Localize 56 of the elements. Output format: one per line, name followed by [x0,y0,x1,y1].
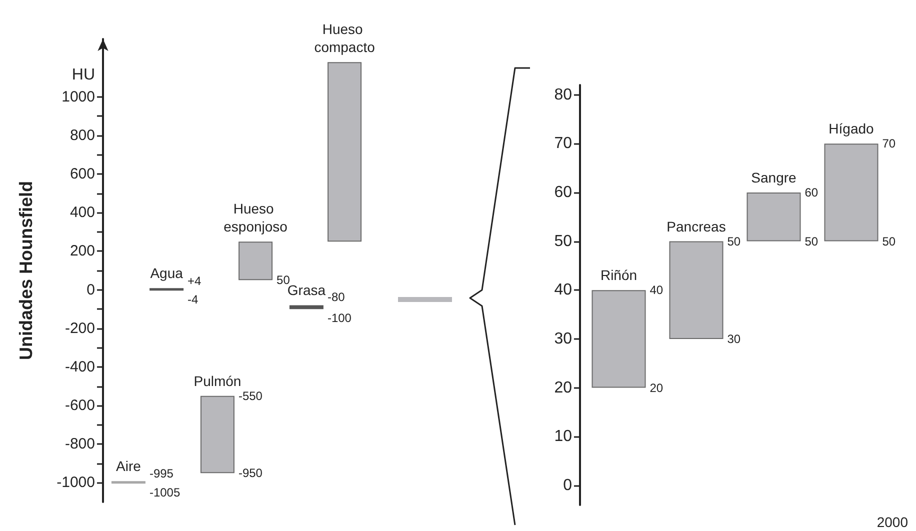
text: HU [72,66,95,84]
bar [238,242,273,280]
data-label: Riñón [600,267,638,284]
y-tick-label: -400 [64,358,95,376]
data-label: Aire [116,458,142,474]
annotation: 70 [882,136,896,151]
y-tick-label: 400 [70,204,95,222]
annotation: 50 [804,234,818,248]
y-tick-label: 30 [554,330,572,348]
y-tick-label: 200 [70,242,95,260]
y-tick-label: 800 [70,126,95,144]
y-tick-label: 40 [554,282,572,299]
data-label: Pancreas [666,218,726,234]
annotation: +4 [188,274,202,288]
annotation: 40 [650,283,664,298]
data-label: Hueso esponjoso [224,200,288,235]
y-tick-label: 70 [554,135,572,152]
y-tick-label: -200 [64,320,95,337]
y-tick-label: 1000 [62,88,95,106]
bar [592,290,646,388]
annotation: 20 [650,380,664,395]
annotation: 50 [727,234,741,248]
data-label: Hueso compacto [314,21,376,56]
data-label: Pulmón [194,372,242,389]
text: 2000 [876,514,908,530]
annotation: -4 [188,292,199,307]
annotation: -80 [327,290,346,304]
y-tick-label: -600 [64,397,95,414]
y-tick-label: 50 [554,232,572,250]
y-axis-title: Unidades Hounsfield [16,180,36,360]
y-tick-label: 0 [86,281,95,298]
bar [669,241,724,339]
y-tick-label: -1000 [56,474,95,492]
y-tick-label: 80 [554,86,572,104]
annotation: 60 [804,185,818,200]
y-tick-label: 600 [70,166,95,183]
data-label: Agua [150,265,184,282]
annotation: -100 [327,311,352,326]
bar [746,192,801,242]
y-tick-label: 60 [554,184,572,201]
annotation: 30 [727,332,741,346]
data-label: Sangre [751,169,797,186]
bar [328,62,362,242]
y-tick-label: 20 [554,379,572,396]
bar [111,481,146,484]
y-tick-label: 0 [563,476,572,494]
annotation: -995 [149,466,174,481]
bar [289,305,324,310]
annotation: 50 [882,234,896,248]
bar [824,144,878,242]
annotation: -950 [238,466,263,480]
annotation: -550 [238,388,263,403]
annotation: -1005 [149,486,180,500]
y-tick-label: 10 [554,428,572,446]
y-tick-label: -800 [64,436,95,453]
data-label: Hígado [828,120,874,137]
